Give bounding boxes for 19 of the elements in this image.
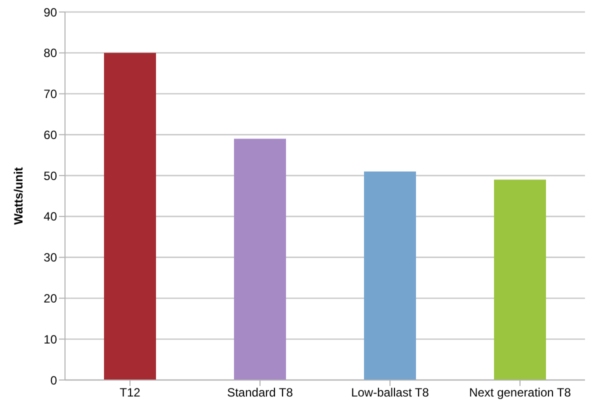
y-tick-label: 30 [44, 250, 58, 265]
y-axis-title: Watts/unit [11, 167, 26, 225]
x-tick-label: Next generation T8 [469, 386, 572, 400]
x-tick-label: Low-ballast T8 [351, 386, 430, 400]
y-tick-label: 90 [44, 5, 58, 20]
x-tick-label: T12 [120, 386, 141, 400]
y-tick-label: 80 [44, 46, 58, 60]
y-tick-label: 20 [44, 291, 58, 306]
x-tick-label: Standard T8 [227, 386, 294, 400]
y-tick-label: 10 [44, 332, 58, 346]
bar [104, 52, 156, 380]
bar [364, 171, 416, 380]
y-tick-label: 50 [44, 168, 58, 183]
y-tick-label: 40 [44, 210, 58, 224]
bar [234, 138, 286, 380]
y-tick-label: 0 [50, 373, 58, 388]
y-tick-label: 60 [44, 128, 58, 142]
y-tick-label: 70 [44, 87, 58, 102]
bar [494, 180, 546, 380]
